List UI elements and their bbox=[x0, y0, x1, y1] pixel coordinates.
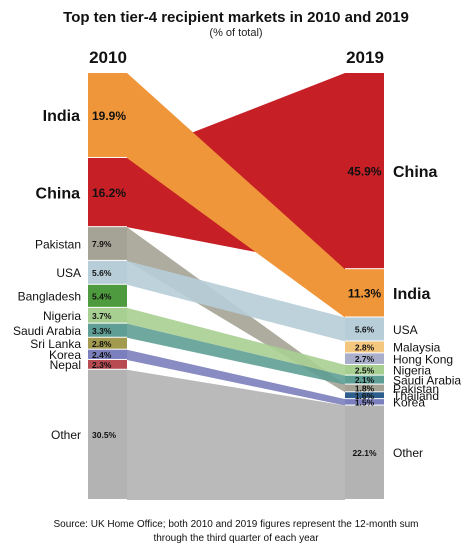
bar-2019-china bbox=[345, 73, 384, 269]
name-label-2019-china: China bbox=[393, 164, 438, 181]
value-label-2010-india: 19.9% bbox=[92, 109, 126, 123]
bar-2019-india bbox=[345, 269, 384, 317]
name-label-2010-nigeria: Nigeria bbox=[43, 309, 81, 323]
bar-2010-korea bbox=[88, 349, 127, 359]
name-label-2010-nepal: Nepal bbox=[50, 358, 81, 372]
bar-2019-usa bbox=[345, 317, 384, 341]
bar-2010-saudi-arabia bbox=[88, 323, 127, 337]
name-label-2019-thailand: Thailand bbox=[393, 389, 439, 403]
value-label-2019-nigeria: 2.5% bbox=[355, 365, 375, 375]
name-label-2010-other: Other bbox=[51, 428, 81, 442]
labels-layer: 19.9% India 16.2% China 7.9% Pakistan 5.6% USA 5… bbox=[13, 108, 461, 460]
bar-2019-hong-kong bbox=[345, 353, 384, 364]
name-label-2019-malaysia: Malaysia bbox=[393, 341, 441, 355]
chart-title: Top ten tier-4 recipient markets in 2010… bbox=[63, 9, 409, 26]
value-label-2010-korea: 2.4% bbox=[92, 350, 112, 360]
bar-2010-usa bbox=[88, 260, 127, 284]
ribbon-usa bbox=[127, 260, 345, 342]
value-label-2010-nepal: 2.3% bbox=[92, 360, 112, 370]
name-label-2019-saudi-arabia: Saudi Arabia bbox=[393, 373, 461, 387]
bar-2019-malaysia bbox=[345, 341, 384, 353]
bar-2019-thailand bbox=[345, 392, 384, 399]
source-line-1: Source: UK Home Office; both 2010 and 20… bbox=[53, 519, 418, 530]
value-label-2019-other: 22.1% bbox=[352, 448, 377, 458]
name-label-2019-hong-kong: Hong Kong bbox=[393, 352, 453, 366]
bar-2019-other bbox=[345, 405, 384, 499]
value-label-2019-hong-kong: 2.7% bbox=[355, 354, 375, 364]
value-label-2010-nigeria: 3.7% bbox=[92, 311, 112, 321]
ribbon-nigeria bbox=[127, 307, 345, 376]
bar-2019-pakistan bbox=[345, 384, 384, 392]
bar-2010-india bbox=[88, 73, 127, 157]
name-label-2010-pakistan: Pakistan bbox=[35, 237, 81, 251]
ribbon-korea bbox=[127, 349, 345, 406]
name-label-2019-other: Other bbox=[393, 446, 423, 460]
value-label-2010-usa: 5.6% bbox=[92, 268, 112, 278]
value-label-2019-thailand: 1.6% bbox=[355, 391, 375, 401]
value-label-2010-other: 30.5% bbox=[92, 430, 117, 440]
bar-2010-bangladesh bbox=[88, 284, 127, 307]
bar-2010-other bbox=[88, 369, 127, 499]
value-label-2010-sri-lanka: 2.8% bbox=[92, 339, 112, 349]
name-label-2019-india: India bbox=[393, 286, 430, 303]
bar-2019-nigeria bbox=[345, 364, 384, 375]
bar-2010-nigeria bbox=[88, 307, 127, 323]
year-label-2010: 2010 bbox=[89, 48, 127, 67]
name-label-2010-bangladesh: Bangladesh bbox=[18, 290, 81, 304]
name-label-2010-saudi-arabia: Saudi Arabia bbox=[13, 324, 81, 338]
value-label-2010-bangladesh: 5.4% bbox=[92, 291, 112, 301]
name-label-2010-china: China bbox=[36, 185, 81, 202]
bar-2010-pakistan bbox=[88, 227, 127, 260]
ribbon-india bbox=[127, 73, 345, 318]
ribbon-saudi-arabia bbox=[127, 323, 345, 385]
name-label-2019-usa: USA bbox=[393, 323, 418, 337]
bar-2010-nepal bbox=[88, 359, 127, 369]
value-label-2010-saudi-arabia: 3.3% bbox=[92, 326, 112, 336]
value-label-2019-pakistan: 1.8% bbox=[355, 384, 375, 394]
chart-subtitle: (% of total) bbox=[209, 27, 262, 39]
ribbon-other bbox=[127, 369, 345, 500]
name-label-2019-pakistan: Pakistan bbox=[393, 382, 439, 396]
value-label-2010-china: 16.2% bbox=[92, 186, 126, 200]
bar-2010-sri-lanka bbox=[88, 337, 127, 349]
bar-2019-korea bbox=[345, 399, 384, 405]
name-label-2010-sri-lanka: Sri Lanka bbox=[30, 337, 81, 351]
name-label-2010-korea: Korea bbox=[49, 348, 81, 362]
name-label-2010-india: India bbox=[43, 108, 80, 125]
value-label-2019-usa: 5.6% bbox=[355, 325, 375, 335]
value-label-2019-india: 11.3% bbox=[348, 287, 382, 301]
bar-2010-china bbox=[88, 157, 127, 227]
bars-layer bbox=[88, 73, 384, 499]
bar-2019-saudi-arabia bbox=[345, 375, 384, 384]
source-line-2: through the third quarter of each year bbox=[153, 533, 319, 544]
name-label-2010-usa: USA bbox=[56, 266, 81, 280]
value-label-2019-malaysia: 2.8% bbox=[355, 342, 375, 352]
name-label-2019-nigeria: Nigeria bbox=[393, 364, 431, 378]
value-label-2019-korea: 1.5% bbox=[355, 397, 375, 407]
value-label-2019-saudi-arabia: 2.1% bbox=[355, 375, 375, 385]
value-label-2010-pakistan: 7.9% bbox=[92, 239, 112, 249]
name-label-2019-korea: Korea bbox=[393, 396, 425, 410]
value-label-2019-china: 45.9% bbox=[347, 164, 381, 178]
year-label-2019: 2019 bbox=[346, 48, 384, 67]
ribbons-layer bbox=[127, 73, 345, 500]
